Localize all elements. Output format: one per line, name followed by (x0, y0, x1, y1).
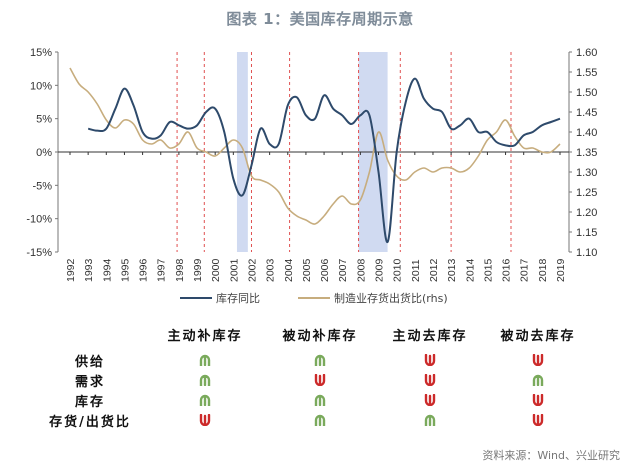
right-axis-label: 1.50 (576, 87, 597, 99)
series-inventory-yoy (87, 77, 561, 244)
up-arrow-icon (199, 394, 211, 406)
x-axis-label: 2007 (337, 258, 349, 282)
x-axis-label: 2008 (355, 258, 367, 282)
x-axis-label: 2003 (265, 258, 277, 282)
down-arrow-icon (199, 414, 211, 426)
right-axis-label: 1.45 (576, 107, 597, 119)
right-axis-label: 1.30 (576, 167, 597, 179)
x-axis-label: 2017 (519, 258, 531, 282)
x-axis-label: 1995 (119, 258, 131, 282)
x-axis-label: 1996 (138, 258, 150, 282)
left-axis-label: -5% (32, 180, 52, 192)
down-arrow-icon (424, 354, 436, 366)
x-axis-label: 2005 (301, 258, 313, 282)
up-arrow-icon (314, 414, 326, 426)
left-axis-label: -15% (26, 247, 52, 259)
right-axis-label: 1.15 (576, 227, 597, 239)
row-label: 存货/出货比 (49, 415, 131, 430)
right-axis-label: 1.10 (576, 247, 597, 259)
x-axis-label: 1999 (192, 258, 204, 282)
x-axis-label: 2013 (446, 258, 458, 282)
x-axis-label: 2009 (374, 258, 386, 282)
up-arrow-icon (314, 394, 326, 406)
up-arrow-icon (199, 354, 211, 366)
x-axis-label: 2010 (392, 258, 404, 282)
column-header: 被动去库存 (500, 329, 576, 344)
right-axis-label: 1.40 (576, 127, 597, 139)
chart-title: 图表 1：美国库存周期示意 (226, 10, 414, 28)
line-chart: 15% 10% 5% 0% -5% -10% -15% 1.60 1.55 1.50 1.45 1.4… (26, 47, 597, 305)
left-axis-label: 0% (36, 147, 52, 159)
right-axis-label: 1.35 (576, 147, 597, 159)
x-axis-label: 2000 (210, 258, 222, 282)
x-axis-label: 1992 (65, 258, 77, 282)
column-header: 被动补库存 (282, 329, 358, 344)
left-axis-label: 5% (36, 114, 52, 126)
x-axis-label: 2018 (537, 258, 549, 282)
left-axis-label: -10% (26, 214, 52, 226)
down-arrow-icon (424, 374, 436, 386)
up-arrow-icon (199, 374, 211, 386)
x-axis-label: 1998 (174, 258, 186, 282)
x-axis-label: 2006 (319, 258, 331, 282)
x-axis-label: 2002 (246, 258, 258, 282)
row-label: 供给 (74, 355, 105, 370)
source-note: 资料来源：Wind、兴业研究 (482, 449, 620, 462)
series-inventory-shipment-ratio (69, 67, 561, 225)
x-axis-label: 2001 (228, 258, 240, 282)
x-axis-label: 1994 (101, 258, 113, 282)
down-arrow-icon (532, 394, 544, 406)
x-axis-label: 2012 (428, 258, 440, 282)
left-axis-label: 10% (30, 80, 52, 92)
row-label: 需求 (74, 375, 105, 390)
up-arrow-icon (314, 354, 326, 366)
down-arrow-icon (532, 414, 544, 426)
x-axis-label: 2011 (410, 259, 422, 282)
x-axis-label: 1997 (156, 258, 168, 282)
column-header: 主动补库存 (167, 329, 243, 344)
up-arrow-icon (532, 374, 544, 386)
right-axis-label: 1.25 (576, 187, 597, 199)
x-axis-label: 2004 (283, 258, 295, 282)
down-arrow-icon (532, 354, 544, 366)
down-arrow-icon (424, 394, 436, 406)
right-axis-label: 1.20 (576, 207, 597, 219)
x-axis-label: 2016 (501, 258, 513, 282)
right-axis-label: 1.60 (576, 47, 597, 59)
x-axis-label: 2019 (555, 258, 567, 282)
x-axis-label: 2014 (464, 258, 476, 282)
legend-label-inventory-yoy: 库存同比 (216, 291, 260, 305)
row-label: 库存 (74, 395, 105, 410)
down-arrow-icon (314, 374, 326, 386)
column-header: 主动去库存 (392, 329, 468, 344)
x-axis-label: 2015 (482, 258, 494, 282)
legend-label-ratio: 制造业存货出货比(rhs) (334, 291, 448, 305)
x-axis-label: 1993 (83, 258, 95, 282)
left-axis-label: 15% (30, 47, 52, 59)
right-axis-label: 1.55 (576, 67, 597, 79)
up-arrow-icon (424, 414, 436, 426)
